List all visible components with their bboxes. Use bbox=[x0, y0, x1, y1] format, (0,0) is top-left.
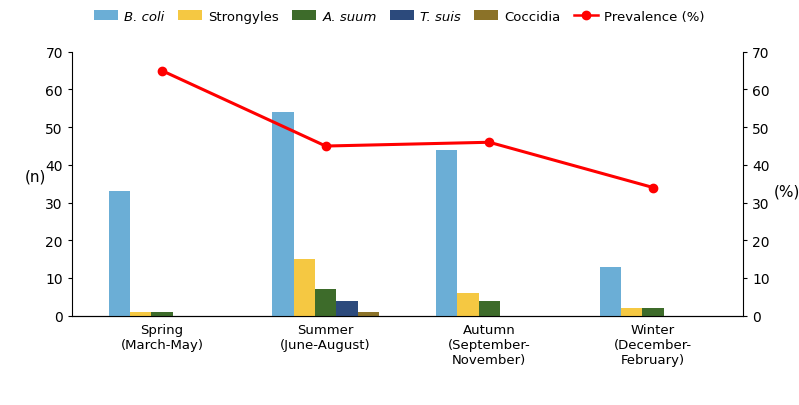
Bar bbox=[130, 312, 151, 316]
Bar bbox=[479, 301, 500, 316]
Bar bbox=[457, 293, 479, 316]
Bar bbox=[621, 308, 642, 316]
Legend: B. coli, Strongyles, A. suum, T. suis, Coccidia, Prevalence (%): B. coli, Strongyles, A. suum, T. suis, C… bbox=[90, 6, 709, 28]
Bar bbox=[294, 260, 315, 316]
Bar bbox=[600, 267, 621, 316]
Bar bbox=[436, 150, 457, 316]
Bar bbox=[151, 312, 173, 316]
Bar bbox=[336, 301, 358, 316]
Bar bbox=[642, 308, 664, 316]
Bar bbox=[109, 192, 130, 316]
Bar bbox=[272, 113, 294, 316]
Y-axis label: (n): (n) bbox=[24, 169, 46, 184]
Bar bbox=[315, 290, 336, 316]
Y-axis label: (%): (%) bbox=[773, 184, 799, 199]
Bar bbox=[358, 312, 379, 316]
